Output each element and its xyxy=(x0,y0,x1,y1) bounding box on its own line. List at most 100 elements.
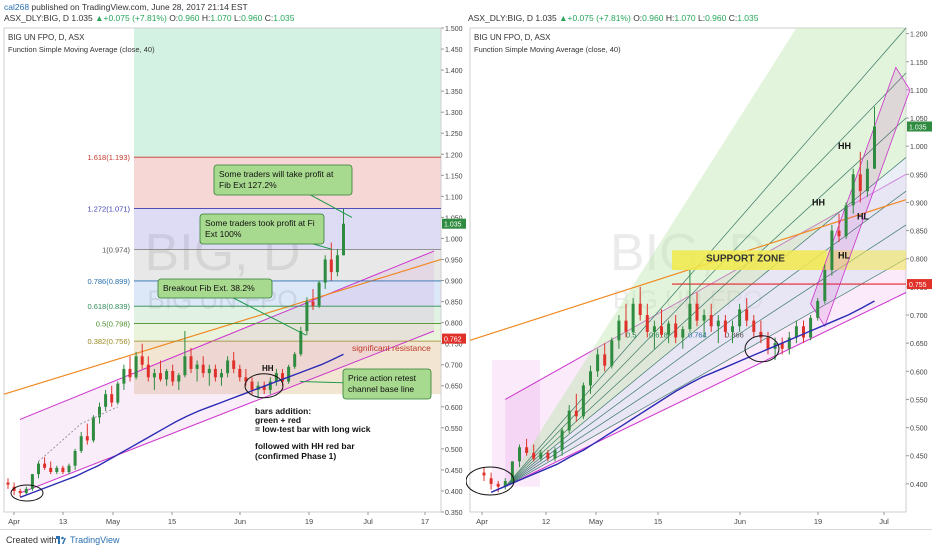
chart-title: BIG UN FPO, D, ASX xyxy=(8,33,85,42)
y-tick-label: 0.650 xyxy=(445,384,463,391)
candle-body xyxy=(159,373,162,380)
candle-body xyxy=(816,300,820,318)
high-left: 1.070 xyxy=(210,13,232,23)
fib-level-label: 0.618(0.839) xyxy=(87,302,130,311)
candle-body xyxy=(122,368,126,384)
fan-ratio-label: 0.866 xyxy=(725,331,744,340)
right-chart-panel[interactable]: 1.200 1.150 1.100 1.050 1.000 0.950 0.900 0.850… xyxy=(466,24,932,528)
x-tick-label: Apr xyxy=(8,517,20,526)
candle-body xyxy=(287,366,291,382)
candle-body xyxy=(146,364,150,378)
bars-note-line: = low-test bar with long wick xyxy=(255,424,371,434)
bars-note-line: bars addition: xyxy=(255,406,311,416)
y-tick-label: 0.850 xyxy=(445,300,463,307)
open-right: 0.960 xyxy=(642,13,664,23)
x-tick-label: 13 xyxy=(59,517,67,526)
candle-body xyxy=(183,356,187,376)
x-tick-label: Apr xyxy=(476,517,488,526)
channel-top-line xyxy=(19,250,435,420)
candle-body xyxy=(18,490,22,494)
swing-label: HL xyxy=(857,211,869,221)
candle-body xyxy=(98,406,101,418)
candle-body xyxy=(311,301,315,306)
chart-title: BIG UN FPO, D, ASX xyxy=(474,33,551,42)
candle-body xyxy=(226,360,230,374)
y-tick-label: 0.650 xyxy=(910,341,928,348)
callout-fib-382-box xyxy=(157,278,273,299)
callout-fib-100-box xyxy=(199,213,325,245)
candle-body xyxy=(567,410,571,431)
candle-body xyxy=(220,373,223,378)
candle-body xyxy=(610,340,614,366)
x-tick-label: 15 xyxy=(168,517,176,526)
candle-body xyxy=(281,373,284,382)
x-tick-label: 12 xyxy=(542,517,550,526)
candle-body xyxy=(67,465,71,473)
candle-body xyxy=(681,329,685,338)
candle-body xyxy=(745,309,749,321)
candle-body xyxy=(645,315,649,332)
trend-line xyxy=(3,258,442,395)
tradingview-link[interactable]: TradingView xyxy=(70,535,120,545)
candle-body xyxy=(152,373,156,378)
dashed-path xyxy=(38,406,119,462)
callout-fib-100-text: Some traders took profit at Fi xyxy=(205,218,315,228)
y-tick-label: 1.300 xyxy=(445,110,463,117)
fib-zone-band xyxy=(134,306,441,324)
callout-fib-382-text: Breakout Fib Ext. 38.2% xyxy=(163,283,255,293)
candle-body xyxy=(195,364,199,369)
candle-body xyxy=(262,385,266,390)
candle-body xyxy=(6,482,10,485)
significant-resistance-label: significant resistance xyxy=(352,343,431,353)
candle-body xyxy=(837,230,841,237)
fib-level-label: 0.382(0.756) xyxy=(87,337,130,346)
y-tick-label: 0.950 xyxy=(910,172,928,179)
bars-note-line: green + red xyxy=(255,415,301,425)
candle-body xyxy=(731,326,734,332)
candle-body xyxy=(165,371,169,380)
candle-body xyxy=(189,356,193,369)
candle-body xyxy=(207,368,211,374)
candle-body xyxy=(268,381,272,390)
close-right: 1.035 xyxy=(737,13,759,23)
fib-level-label: 1.272(1.071) xyxy=(87,205,130,214)
low-ellipse xyxy=(10,484,44,502)
candle-body xyxy=(85,436,89,441)
candle-body xyxy=(510,461,514,482)
candle-body xyxy=(37,463,40,475)
candle-body xyxy=(581,385,585,417)
y-tick-label: 0.850 xyxy=(910,229,928,236)
low-left: 0.960 xyxy=(241,13,263,23)
candle-body xyxy=(61,467,65,473)
callout-retest-text: Price action retest xyxy=(348,373,417,383)
x-tick-label: 15 xyxy=(654,517,662,526)
left-chart-panel[interactable]: 1.500 1.450 1.400 1.350 1.300 1.250 1.200 1.150… xyxy=(0,24,466,528)
publisher-username[interactable]: cal268 xyxy=(4,2,30,12)
fan-ratio-label: 0.618 xyxy=(649,331,668,340)
candle-body xyxy=(787,337,791,349)
swing-label: HL xyxy=(838,251,850,261)
symbol-line-right: ASX_DLY:BIG, D 1.035 ▲+0.075 (+7.81%) O:… xyxy=(468,13,759,23)
y-tick-label: 1.250 xyxy=(445,131,463,138)
y-tick-label: 1.450 xyxy=(445,47,463,54)
x-tick-label: Jun xyxy=(734,517,746,526)
candle-body xyxy=(553,450,557,459)
callout-fib-100-text: Ext 100% xyxy=(205,229,242,239)
candle-body xyxy=(110,394,114,403)
y-tick-label: 1.350 xyxy=(445,89,463,96)
candle-body xyxy=(624,320,628,332)
candle-body xyxy=(213,368,217,378)
price-tag-label: 0.762 xyxy=(444,337,462,344)
publish-line: cal268 published on TradingView.com, Jun… xyxy=(4,2,248,12)
candle-body xyxy=(752,320,756,332)
candle-body xyxy=(171,371,175,382)
candle-body xyxy=(574,410,578,417)
up-arrow-icon: ▲ xyxy=(559,13,568,23)
candle-body xyxy=(589,371,592,386)
y-tick-label: 0.800 xyxy=(910,257,928,264)
candle-body xyxy=(116,383,120,403)
y-tick-label: 0.600 xyxy=(910,369,928,376)
candle-body xyxy=(546,452,550,459)
candle-body xyxy=(91,417,95,441)
candle-body xyxy=(738,309,742,327)
